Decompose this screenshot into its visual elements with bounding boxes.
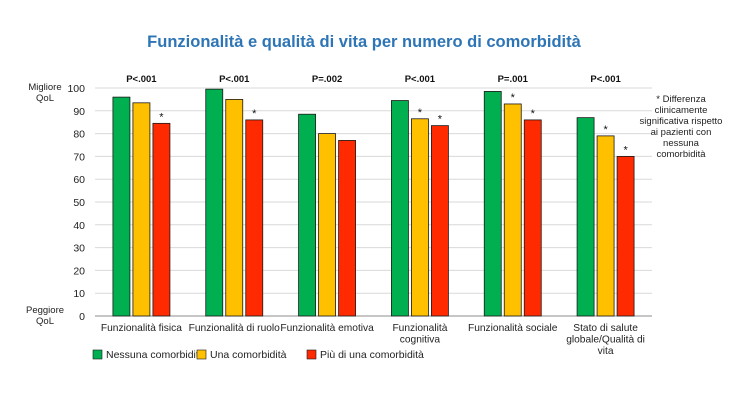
legend-swatch	[197, 350, 206, 359]
bar	[206, 89, 223, 316]
x-tick-label: Funzionalità sociale	[468, 323, 558, 334]
y-tick-label: 90	[73, 106, 85, 118]
p-value-label: P<.001	[590, 74, 621, 85]
y-top-label: QoL	[36, 93, 54, 104]
note-line: comorbidità	[656, 149, 706, 160]
x-tick-label: Funzionalità fisica	[101, 323, 182, 334]
y-tick-label: 10	[73, 288, 85, 300]
p-value-label: P=.001	[498, 74, 529, 85]
bar	[431, 126, 448, 316]
significance-marker: *	[531, 108, 536, 120]
note-line: nessuna	[663, 138, 700, 149]
x-tick-label: Funzionalità emotiva	[280, 323, 374, 334]
bars: * * * * * * * *	[113, 89, 634, 316]
y-bottom-label: Peggiore	[26, 305, 64, 316]
bar	[319, 134, 336, 316]
gridlines	[95, 88, 652, 316]
x-tick-label: Funzionalità	[392, 323, 447, 334]
legend: Nessuna comorbidità Una comorbidità Più di…	[93, 349, 424, 361]
legend-label: Una comorbidità	[210, 349, 287, 361]
bar	[411, 119, 428, 316]
significance-marker: *	[623, 144, 628, 156]
note-line: * Differenza	[656, 94, 706, 105]
note-line: significativa rispetto	[640, 116, 723, 127]
bar	[577, 118, 594, 316]
bar	[617, 156, 634, 316]
y-top-label: Migliore	[28, 82, 61, 93]
x-tick-label: cognitiva	[400, 335, 441, 346]
significance-marker: *	[252, 108, 257, 120]
y-tick-label: 70	[73, 151, 85, 163]
p-value-label: P<.001	[405, 74, 436, 85]
x-tick-label: vita	[598, 346, 614, 357]
y-tick-label: 60	[73, 174, 85, 186]
significance-marker: *	[511, 92, 516, 104]
legend-label: Nessuna comorbidità	[106, 349, 205, 361]
x-tick-label: Stato di salute	[573, 323, 638, 334]
bar	[226, 99, 243, 316]
bar	[113, 97, 130, 316]
bar	[299, 114, 316, 316]
significance-marker: *	[159, 111, 164, 123]
legend-swatch	[307, 350, 316, 359]
p-value-label: P<.001	[126, 74, 157, 85]
y-tick-label: 30	[73, 243, 85, 255]
x-tick-label: globale/Qualità di	[566, 335, 645, 346]
legend-swatch	[93, 350, 102, 359]
y-tick-label: 100	[67, 83, 85, 95]
y-tick-label: 80	[73, 129, 85, 141]
bar	[153, 123, 170, 316]
y-axis: 0102030405060708090100MiglioreQoLPeggior…	[26, 82, 85, 327]
legend-label: Più di una comorbidità	[320, 349, 424, 361]
chart: Funzionalità e qualità di vita per numer…	[0, 0, 748, 400]
note-line: ai pazienti con	[651, 127, 712, 138]
bar	[524, 120, 541, 316]
significance-marker: *	[603, 124, 608, 136]
bar	[391, 101, 408, 316]
y-tick-label: 40	[73, 220, 85, 232]
y-tick-label: 0	[79, 311, 85, 323]
bar	[133, 103, 150, 316]
bar	[246, 120, 263, 316]
p-value-label: P=.002	[312, 74, 342, 85]
bar	[504, 104, 521, 316]
bar	[597, 136, 614, 316]
note-line: clinicamente	[655, 105, 708, 116]
bar	[339, 140, 356, 316]
y-tick-label: 50	[73, 197, 85, 209]
significance-marker: *	[418, 107, 423, 119]
y-bottom-label: QoL	[36, 316, 54, 327]
bar	[484, 91, 501, 316]
x-tick-label: Funzionalità di ruolo	[189, 323, 281, 334]
p-values: P<.001 P<.001 P=.002 P<.001 P=.001 P<.001	[126, 74, 621, 85]
chart-title: Funzionalità e qualità di vita per numer…	[147, 33, 581, 51]
significance-marker: *	[438, 114, 443, 126]
y-tick-label: 20	[73, 265, 85, 277]
p-value-label: P<.001	[219, 74, 250, 85]
